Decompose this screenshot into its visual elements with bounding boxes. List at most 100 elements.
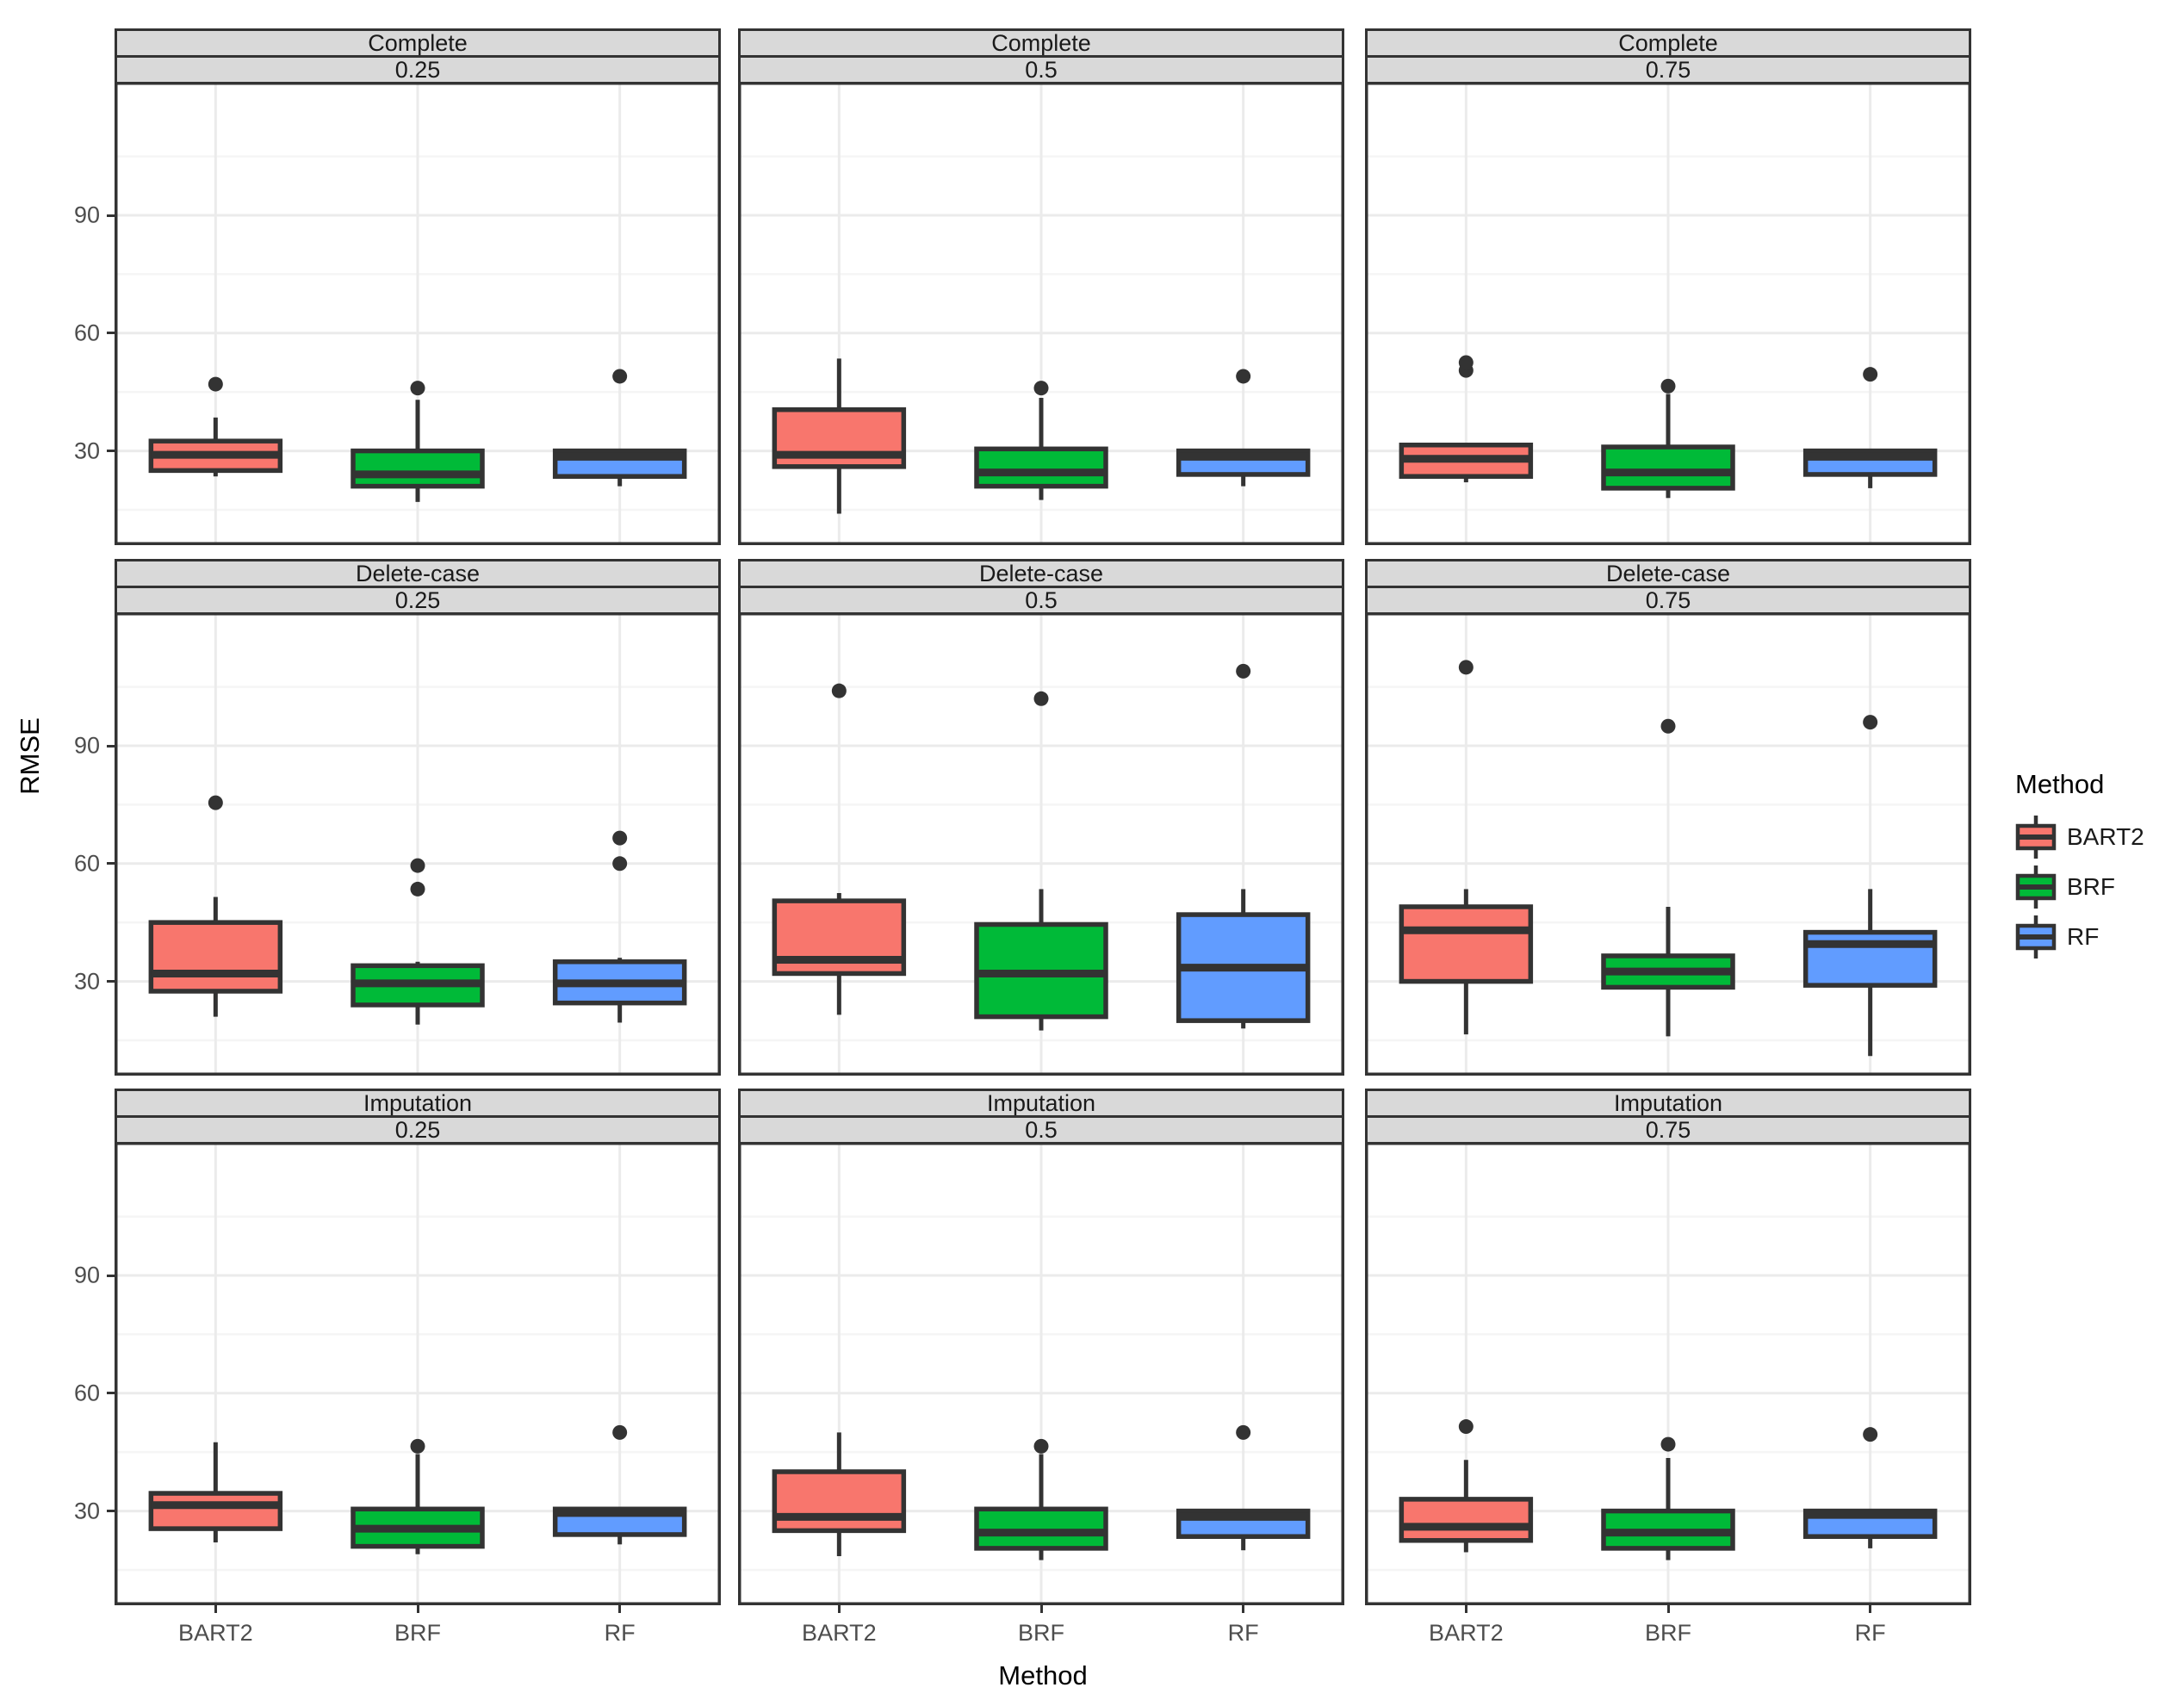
facet-strip-col-value: 0.5 [738, 1115, 1344, 1145]
outlier-point [410, 881, 425, 896]
legend-entry-label: RF [2067, 923, 2100, 950]
boxplot-brf [1601, 718, 1735, 1037]
legend-key-bart2-boxplot-icon [2015, 816, 2057, 859]
boxplot-bart2 [1399, 355, 1534, 483]
facet-panel [738, 612, 1344, 1076]
boxplot-bart2 [148, 795, 283, 1017]
boxplot-rf [552, 369, 687, 487]
y-tick-label: 60 [73, 1380, 100, 1406]
y-tick-label: 60 [73, 850, 100, 877]
x-tick-label: RF [1854, 1620, 1886, 1646]
panel-border [115, 82, 721, 545]
x-tick-label: BART2 [1429, 1620, 1504, 1646]
facet-strip-col-value: 0.5 [738, 586, 1344, 615]
panel-border [1365, 612, 1971, 1076]
x-tick-mark [837, 1605, 841, 1613]
boxplot-bart2 [772, 683, 907, 1015]
y-tick-label: 30 [73, 437, 100, 464]
legend-entry-label: BRF [2067, 873, 2115, 900]
boxplot-rf [1802, 367, 1938, 488]
outlier-point [1033, 691, 1049, 706]
facet-strip-col-value: 0.75 [1365, 55, 1971, 84]
legend-key-rf-boxplot-icon [2015, 915, 2057, 958]
x-tick-mark [416, 1605, 419, 1613]
outlier-point [1033, 1438, 1049, 1454]
facet-strip-col-value: 0.25 [115, 55, 721, 84]
y-tick-label: 30 [73, 968, 100, 995]
boxplot-rf [1802, 715, 1938, 1057]
x-tick-mark [214, 1605, 217, 1613]
boxplot-bart2 [1399, 660, 1534, 1035]
boxplot-brf [351, 858, 485, 1025]
facet-strip-row-label: Complete [115, 28, 721, 58]
outlier-point [1236, 663, 1251, 679]
facet-strip-col-value: 0.75 [1365, 1115, 1971, 1145]
facet-strip-row-label: Complete [738, 28, 1344, 58]
x-axis-title: Method [998, 1660, 1088, 1690]
panel-border [738, 1142, 1344, 1605]
boxplot-brf [974, 691, 1108, 1031]
boxplot-rf [552, 1424, 687, 1545]
y-tick-label: 90 [73, 732, 100, 759]
outlier-point [1660, 718, 1676, 734]
facet-strip-row-label: Delete-case [738, 559, 1344, 588]
boxplot-bart2 [772, 358, 907, 514]
box-iqr [148, 1491, 283, 1531]
outlier-point [612, 1424, 628, 1440]
boxplot-brf [974, 381, 1108, 500]
outlier-point [1033, 381, 1049, 396]
outlier-point [410, 381, 425, 396]
facet-strip-row-label: Complete [1365, 28, 1971, 58]
outlier-point [1458, 355, 1474, 370]
panel-border [115, 1142, 721, 1605]
outlier-point [1236, 1424, 1251, 1440]
legend-entries: BART2 BRF RF [2015, 812, 2144, 962]
x-tick-label: RF [604, 1620, 636, 1646]
outlier-point [410, 858, 425, 873]
boxplot-brf [1601, 378, 1735, 499]
x-tick-label: BRF [1645, 1620, 1691, 1646]
box-iqr [974, 1506, 1108, 1551]
box-iqr [1399, 1497, 1534, 1543]
boxplot-rf [552, 830, 687, 1023]
y-tick-mark [107, 214, 115, 217]
boxplot-brf [351, 381, 485, 502]
outlier-point [612, 830, 628, 846]
y-tick-label: 30 [73, 1498, 100, 1524]
facet-strip-row-label: Imputation [115, 1089, 721, 1118]
y-tick-label: 60 [73, 319, 100, 346]
facet-strip-col-value: 0.25 [115, 1115, 721, 1145]
x-tick-label: BRF [1018, 1620, 1064, 1646]
box-iqr [772, 1469, 907, 1534]
facet-panel [738, 1142, 1344, 1605]
facet-strip-col-value: 0.75 [1365, 586, 1971, 615]
x-tick-mark [1869, 1605, 1872, 1613]
y-tick-mark [107, 1274, 115, 1277]
y-tick-mark [107, 332, 115, 335]
boxplot-brf [1601, 1436, 1735, 1560]
boxplot-bart2 [148, 1442, 283, 1543]
outlier-point [831, 683, 847, 698]
outlier-point [1236, 369, 1251, 384]
boxplot-bart2 [148, 376, 283, 477]
x-tick-label: BART2 [802, 1620, 877, 1646]
x-tick-label: RF [1227, 1620, 1259, 1646]
facet-panel [738, 82, 1344, 545]
outlier-point [612, 369, 628, 384]
legend-entry-label: BART2 [2067, 823, 2144, 850]
panel-border [115, 612, 721, 1076]
panel-border [738, 612, 1344, 1076]
legend: Method BART2 BRF RF [2015, 769, 2144, 962]
outlier-point [208, 795, 223, 810]
x-tick-mark [1039, 1605, 1043, 1613]
panel-border [1365, 82, 1971, 545]
facet-panel [115, 612, 721, 1076]
facet-strip-row-label: Delete-case [115, 559, 721, 588]
facet-strip-row-label: Imputation [1365, 1089, 1971, 1118]
box-iqr [1399, 904, 1534, 984]
x-tick-mark [1242, 1605, 1245, 1613]
boxplot-brf [974, 1438, 1108, 1560]
outlier-point [1660, 1436, 1676, 1452]
facet-panel [115, 1142, 721, 1605]
facet-panel [1365, 612, 1971, 1076]
